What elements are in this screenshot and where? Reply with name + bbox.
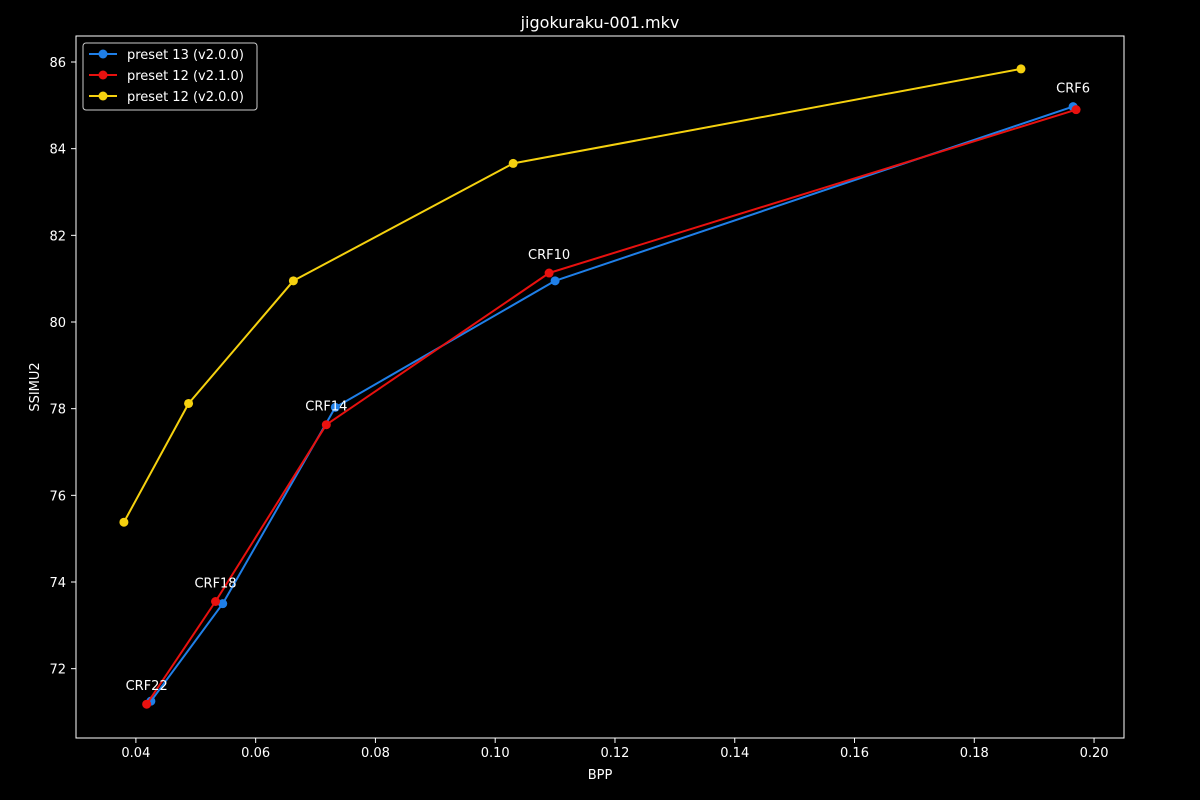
annotations: CRF22 CRF18 CRF14 CRF10 CRF6 (126, 82, 1090, 695)
x-tick-label: 0.04 (121, 746, 150, 761)
data-point (184, 398, 194, 408)
x-axis: 0.04 0.06 0.08 0.10 0.12 0.14 0.16 0.18 0.20 (121, 738, 1109, 761)
series-3 (119, 64, 1026, 527)
x-tick-label: 0.12 (600, 746, 629, 761)
legend-swatch-marker (98, 49, 108, 59)
data-point (544, 268, 554, 278)
crf-annotation: CRF10 (528, 248, 570, 263)
x-tick-label: 0.16 (840, 746, 869, 761)
data-point (218, 599, 228, 609)
y-tick-label: 84 (49, 143, 66, 158)
crf-annotation: CRF22 (126, 679, 168, 694)
y-tick-label: 82 (49, 229, 66, 244)
data-point (288, 276, 298, 286)
y-tick-label: 78 (49, 403, 66, 418)
legend-swatch-marker (98, 70, 108, 80)
plot-frame (75, 35, 1125, 739)
data-point (211, 597, 221, 606)
crf-annotation: CRF18 (194, 577, 236, 592)
legend: preset 13 (v2.0.0) preset 12 (v2.1.0) pres… (82, 42, 258, 111)
x-tick-label: 0.18 (960, 746, 989, 761)
crf-annotation: CRF6 (1056, 82, 1090, 97)
x-tick-label: 0.10 (481, 746, 510, 761)
legend-box (82, 42, 258, 111)
legend-label: preset 12 (v2.0.0) (127, 90, 244, 105)
y-tick-label: 72 (49, 663, 66, 678)
chart-title: jigokuraku-001.mkv (520, 13, 680, 32)
y-axis: 72 74 76 78 80 82 84 86 (49, 56, 76, 678)
legend-entry-1: preset 13 (v2.0.0) (89, 48, 244, 63)
data-point (508, 158, 518, 168)
x-tick-label: 0.06 (241, 746, 270, 761)
series-2 (142, 105, 1081, 709)
series-1 (146, 102, 1078, 706)
legend-swatch-marker (98, 91, 108, 101)
crf-annotation: CRF14 (305, 400, 347, 415)
y-tick-label: 86 (49, 56, 66, 71)
data-point (119, 517, 129, 527)
x-tick-label: 0.08 (361, 746, 390, 761)
legend-entry-2: preset 12 (v2.1.0) (89, 69, 244, 84)
legend-label: preset 13 (v2.0.0) (127, 48, 244, 63)
data-point (142, 699, 152, 709)
y-tick-label: 74 (49, 576, 66, 591)
y-axis-label: SSIMU2 (28, 362, 43, 411)
y-tick-label: 80 (49, 316, 66, 331)
data-point (550, 276, 560, 286)
data-point (1016, 64, 1026, 74)
legend-label: preset 12 (v2.1.0) (127, 69, 244, 84)
data-point (321, 420, 331, 430)
data-point (330, 402, 340, 412)
plot-area (119, 64, 1081, 709)
x-axis-label: BPP (588, 768, 613, 783)
x-tick-label: 0.14 (720, 746, 749, 761)
data-point (1071, 105, 1081, 115)
y-tick-label: 76 (49, 489, 66, 504)
x-tick-label: 0.20 (1080, 746, 1109, 761)
legend-entry-3: preset 12 (v2.0.0) (89, 90, 244, 105)
